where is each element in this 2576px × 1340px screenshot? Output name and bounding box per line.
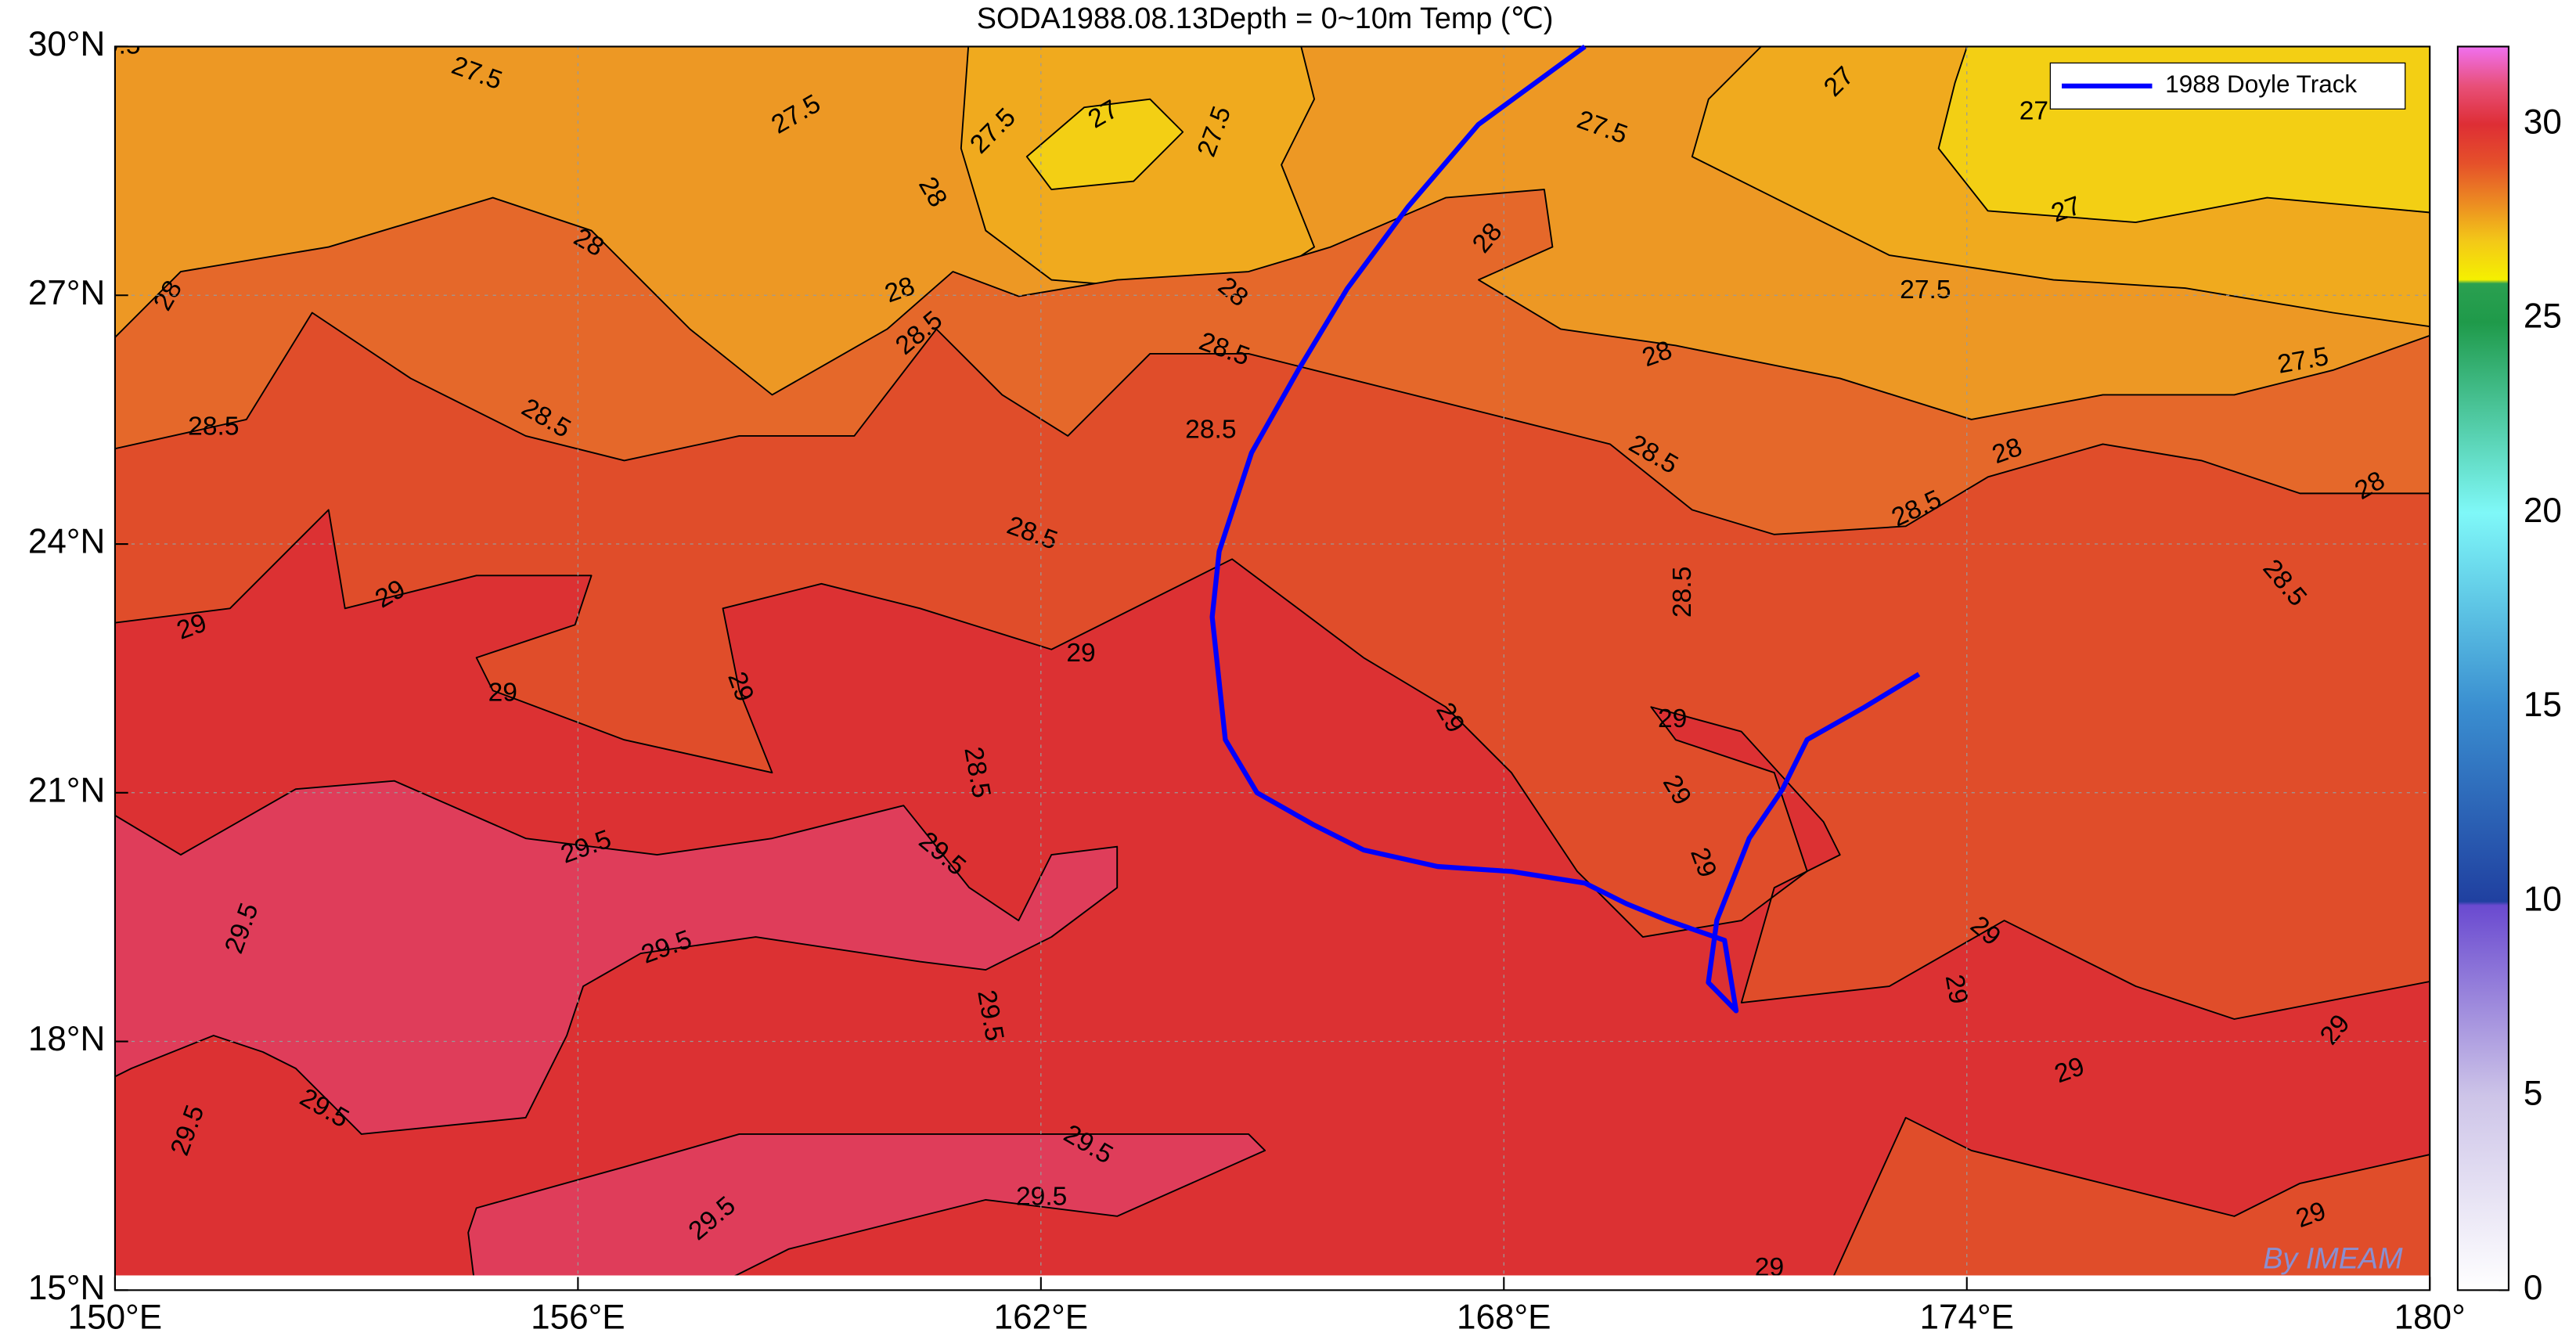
colorbar [2456,45,2509,1291]
plot-frame [113,45,2431,1291]
region [1025,98,1184,191]
contour-label: 29.5 [89,31,140,59]
contour-label: 28.5 [188,412,239,441]
x-tick-label: 162°E [994,1299,1089,1337]
contour-label: 29.5 [1016,1183,1067,1212]
y-tick-label: 27°N [28,274,105,312]
x-tick-label: 174°E [1919,1299,2014,1337]
contour-label: 29 [1066,639,1095,668]
y-tick-label: 15°N [28,1269,105,1307]
y-tick-label: 18°N [28,1020,105,1058]
contour-label: 29 [1940,972,1973,1006]
y-tick-label: 30°N [28,25,105,63]
y-tick-label: 24°N [28,523,105,561]
colorbar-tick-label: 15 [2524,686,2562,724]
contour-label: 28.5 [1185,415,1236,444]
region [114,780,1119,1135]
colorbar-tick-label: 5 [2524,1075,2543,1113]
contour-label: 27 [2019,96,2048,125]
colorbar-tick-label: 0 [2524,1269,2543,1307]
colorbar-tick-label: 25 [2524,297,2562,336]
watermark: By IMEAM [2263,1243,2403,1276]
storm-track [1209,44,1921,1014]
x-tick-label: 156°E [531,1299,625,1337]
legend-label: 1988 Doyle Track [2165,70,2357,98]
contour-label: 29 [1658,704,1687,733]
contour-label: 27.5 [1900,276,1951,304]
colorbar-tick-label: 10 [2524,880,2562,918]
x-tick-label: 150°E [68,1299,163,1337]
x-tick-label: 180° [2394,1299,2466,1337]
colorbar-tick-label: 30 [2524,103,2562,141]
colorbar-tick-label: 20 [2524,492,2562,530]
contour-label: 28.5 [1668,567,1697,618]
contour-label: 29 [488,678,517,707]
region [114,509,2430,1276]
region [1937,46,2430,224]
title: SODA1988.08.13Depth = 0~10m Temp (℃) [977,2,1554,35]
x-tick-label: 168°E [1457,1299,1551,1337]
contour-label: 29 [1755,1253,1784,1282]
region [1833,1116,2430,1276]
y-tick-label: 21°N [28,771,105,809]
region [467,1133,1266,1276]
